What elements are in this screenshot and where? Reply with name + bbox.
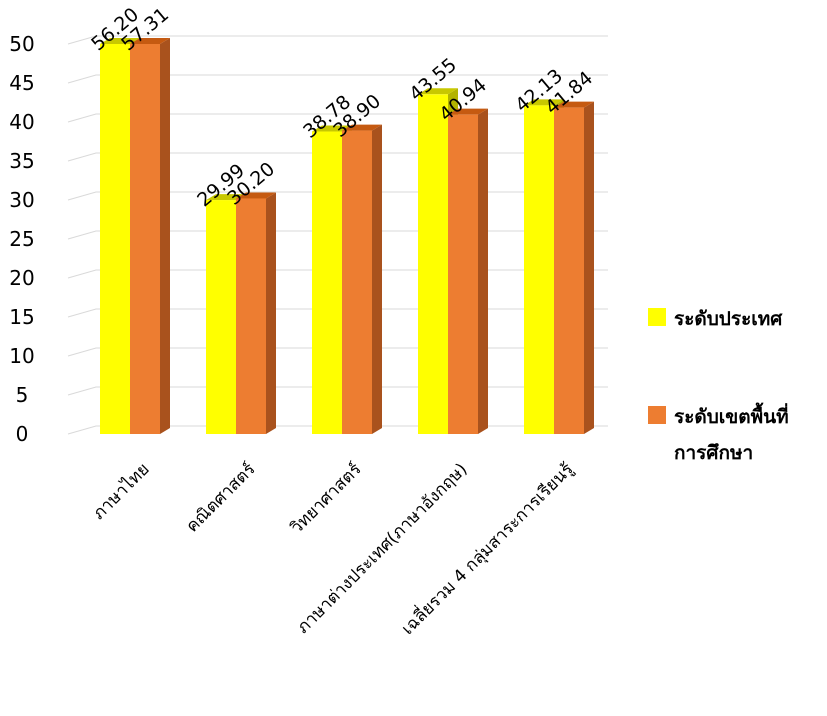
legend-swatch bbox=[648, 308, 666, 326]
bar-side bbox=[160, 38, 170, 434]
bar-front bbox=[312, 131, 342, 435]
legend-label: ระดับเขตพื้นที่ bbox=[674, 402, 789, 428]
legend-label: การศึกษา bbox=[674, 442, 753, 464]
y-tick-label: 30 bbox=[9, 188, 34, 212]
bar-top bbox=[448, 108, 488, 115]
y-tick-label: 15 bbox=[9, 305, 34, 329]
category-label: คณิตศาสตร์ bbox=[182, 459, 259, 536]
bar-front bbox=[342, 130, 372, 434]
bar-front bbox=[206, 200, 236, 434]
bar-top bbox=[554, 101, 594, 108]
y-axis-ticks: 0 5 10 15 20 25 30 35 40 45 50 bbox=[9, 32, 34, 446]
bar-top bbox=[236, 192, 276, 199]
gridline bbox=[67, 74, 608, 84]
bar-side bbox=[584, 101, 594, 434]
y-tick-label: 40 bbox=[9, 110, 34, 134]
bar-top bbox=[312, 125, 352, 132]
bar-top bbox=[418, 88, 458, 95]
bar-front bbox=[524, 105, 554, 435]
y-tick-label: 10 bbox=[9, 344, 34, 368]
gridlines bbox=[67, 35, 608, 435]
legend-item: ระดับประเทศ bbox=[648, 308, 783, 330]
bar bbox=[448, 108, 488, 434]
y-tick-label: 35 bbox=[9, 149, 34, 173]
bar-top bbox=[524, 99, 564, 106]
category-label: ภาษาต่างประเทศ(ภาษาอังกฤษ) bbox=[293, 459, 471, 637]
legend-swatch bbox=[648, 406, 666, 424]
y-tick-label: 50 bbox=[9, 32, 34, 56]
legend-label: ระดับประเทศ bbox=[674, 308, 783, 330]
category-labels: ภาษาไทย คณิตศาสตร์ วิทยาศาสตร์ภาษาต่างประเ… bbox=[88, 457, 577, 639]
bar-top bbox=[342, 124, 382, 131]
y-tick-label: 20 bbox=[9, 266, 34, 290]
gridline bbox=[67, 35, 608, 45]
bar bbox=[554, 101, 594, 434]
y-tick-label: 45 bbox=[9, 71, 34, 95]
bar-front bbox=[100, 44, 130, 434]
y-tick-label: 5 bbox=[16, 383, 29, 407]
legend-item: ระดับเขตพื้นที่การศึกษา bbox=[648, 402, 789, 464]
bar-top bbox=[100, 38, 140, 44]
bar-front bbox=[236, 198, 266, 434]
bars bbox=[100, 38, 594, 435]
bar-front bbox=[418, 94, 448, 434]
y-tick-label: 0 bbox=[16, 422, 29, 446]
bar-front bbox=[448, 114, 478, 434]
bar-side bbox=[372, 124, 382, 434]
category-label: เฉลี่ยรวม 4 กลุ่มสาระการเรียนรู้ bbox=[396, 457, 578, 639]
bar bbox=[130, 38, 170, 434]
category-label: วิทยาศาสตร์ bbox=[287, 459, 366, 538]
bar-front bbox=[130, 44, 160, 434]
bar bbox=[236, 192, 276, 434]
bar bbox=[342, 124, 382, 434]
bar-side bbox=[478, 108, 488, 434]
bar-front bbox=[554, 107, 584, 434]
y-tick-label: 25 bbox=[9, 227, 34, 251]
bar-top bbox=[130, 38, 170, 44]
category-label: ภาษาไทย bbox=[88, 459, 153, 524]
bar-side bbox=[266, 192, 276, 434]
